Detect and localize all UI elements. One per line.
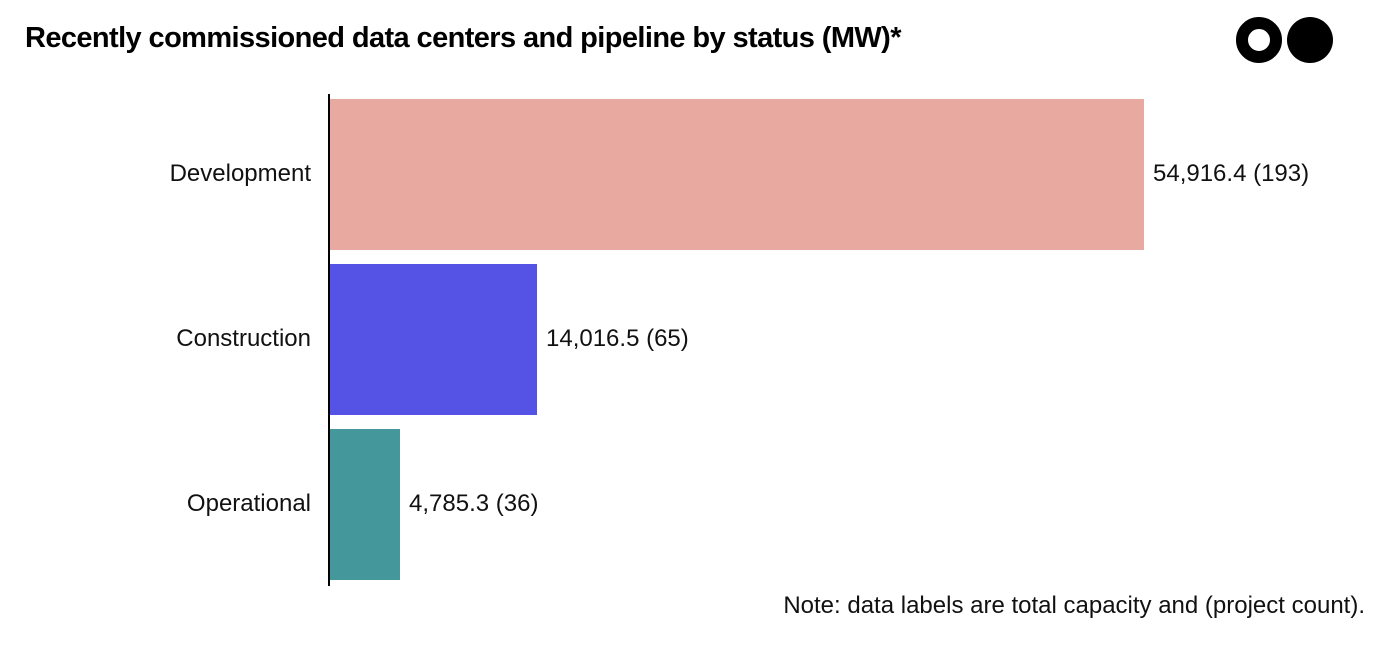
data-label-operational: 4,785.3 (36) [409,490,538,517]
data-label-construction: 14,016.5 (65) [546,325,689,352]
bar-development [329,99,1144,250]
category-label-construction: Construction [176,325,311,352]
data-label-development: 54,916.4 (193) [1153,160,1309,187]
two-circles-logo-icon [1236,17,1333,63]
bar-construction [329,264,538,415]
chart-note: Note: data labels are total capacity and… [783,592,1365,619]
category-label-operational: Operational [187,490,311,517]
category-label-development: Development [170,160,312,187]
chart-title: Recently commissioned data centers and p… [25,22,902,54]
bar-operational [329,429,401,580]
